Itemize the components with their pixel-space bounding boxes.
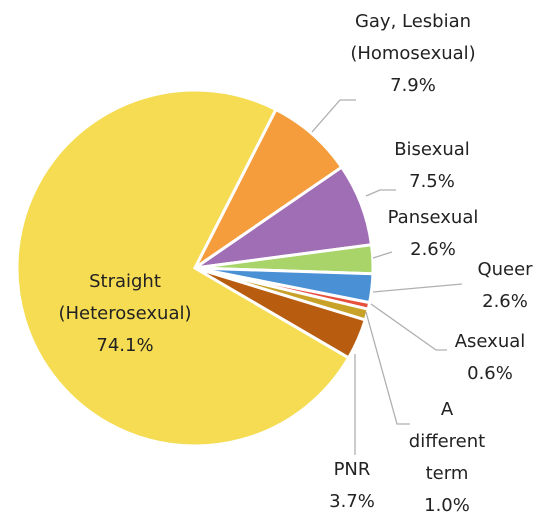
value-label: 2.6% bbox=[482, 291, 528, 312]
label-line: (Homosexual) bbox=[350, 43, 475, 64]
leader-line bbox=[370, 303, 447, 351]
value-label: 1.0% bbox=[424, 495, 470, 516]
pie-slice bbox=[194, 266, 368, 360]
slice-label: Gay, Lesbian (Homosexual) bbox=[350, 11, 475, 64]
value-label: 2.6% bbox=[410, 239, 456, 260]
leader-line bbox=[372, 251, 393, 259]
label-line: PNR bbox=[334, 459, 371, 480]
label-line: Asexual bbox=[455, 331, 526, 352]
label-line: different bbox=[409, 431, 485, 452]
label-line: (Heterosexual) bbox=[58, 303, 191, 324]
label-line: Queer bbox=[477, 259, 533, 280]
leader-line bbox=[311, 99, 356, 133]
label-line: term bbox=[426, 463, 469, 484]
label-line: Pansexual bbox=[388, 207, 479, 228]
label-line: Bisexual bbox=[394, 139, 470, 160]
value-label: 0.6% bbox=[467, 363, 513, 384]
value-label: 7.5% bbox=[409, 171, 455, 192]
label-line: Gay, Lesbian bbox=[355, 11, 471, 32]
slice-label: Bisexual bbox=[394, 139, 470, 160]
slice-label: Queer bbox=[477, 259, 533, 280]
leader-line bbox=[365, 311, 410, 425]
slice-label: Asexual bbox=[455, 331, 526, 352]
slice-label: Straight (Heterosexual) bbox=[58, 271, 191, 324]
label-line: Straight bbox=[89, 271, 161, 292]
leader-line bbox=[372, 283, 463, 293]
value-label: 3.7% bbox=[329, 491, 375, 512]
value-label: 7.9% bbox=[390, 75, 436, 96]
pie-slice bbox=[15, 88, 351, 448]
slice-label: PNR bbox=[334, 459, 371, 480]
slice-label: Pansexual bbox=[388, 207, 479, 228]
value-label: 74.1% bbox=[96, 335, 153, 356]
label-line: A bbox=[441, 399, 454, 420]
leader-line bbox=[365, 189, 396, 197]
